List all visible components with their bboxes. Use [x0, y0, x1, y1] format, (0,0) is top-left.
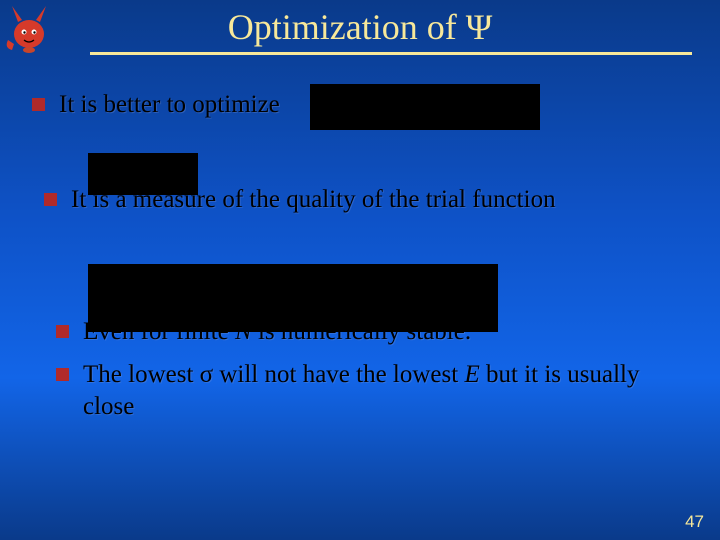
bullet-marker-icon [44, 193, 57, 206]
equation-placeholder-3 [88, 264, 498, 332]
bullet-text: The lowest σ will not have the lowest E … [83, 359, 692, 424]
mascot-icon [0, 0, 58, 54]
title-area: Optimization of Ψ [0, 0, 720, 48]
variable-E: E [464, 361, 479, 388]
text-fragment: The lowest σ will not have the lowest [83, 361, 464, 388]
slide-number: 47 [685, 512, 704, 532]
equation-placeholder-2 [88, 153, 198, 195]
bullet-marker-icon [56, 325, 69, 338]
title-underline [90, 52, 692, 55]
slide-title: Optimization of Ψ [228, 6, 493, 48]
bullet-list: It is better to optimize It is a measure… [0, 89, 720, 424]
equation-placeholder-1 [310, 84, 540, 130]
bullet-item-4: The lowest σ will not have the lowest E … [56, 359, 692, 424]
bullet-marker-icon [32, 98, 45, 111]
bullet-text: It is better to optimize [59, 89, 280, 122]
bullet-marker-icon [56, 368, 69, 381]
